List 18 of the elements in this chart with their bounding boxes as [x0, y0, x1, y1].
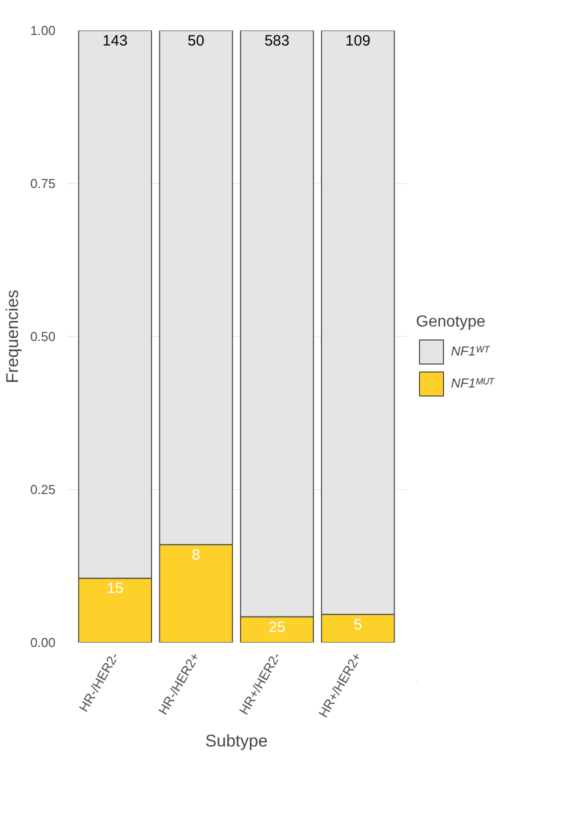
annotation: 583 [264, 32, 290, 50]
y-tick-label: 0.50 [30, 329, 56, 344]
y-tick-label: 1.00 [30, 23, 56, 38]
annotation: 109 [345, 32, 370, 50]
annotation: 5 [354, 616, 362, 634]
legend-label: NF1ᵂᵀ [451, 344, 490, 358]
annotation: 50 [188, 32, 204, 50]
legend-label: NF1ᴹᵁᵀ [451, 376, 494, 390]
annotation: 15 [106, 580, 124, 598]
y-tick-label: 0.75 [30, 176, 56, 191]
annotation: 8 [192, 546, 200, 564]
x-axis-title: Subtype [205, 732, 268, 751]
y-tick-label: 0.00 [30, 635, 56, 650]
y-tick-label: 0.25 [30, 482, 56, 497]
y-axis-title: Frequencies [3, 290, 22, 384]
annotation: 143 [102, 32, 128, 50]
annotation: 25 [268, 618, 286, 636]
legend-title: Genotype [416, 313, 486, 331]
